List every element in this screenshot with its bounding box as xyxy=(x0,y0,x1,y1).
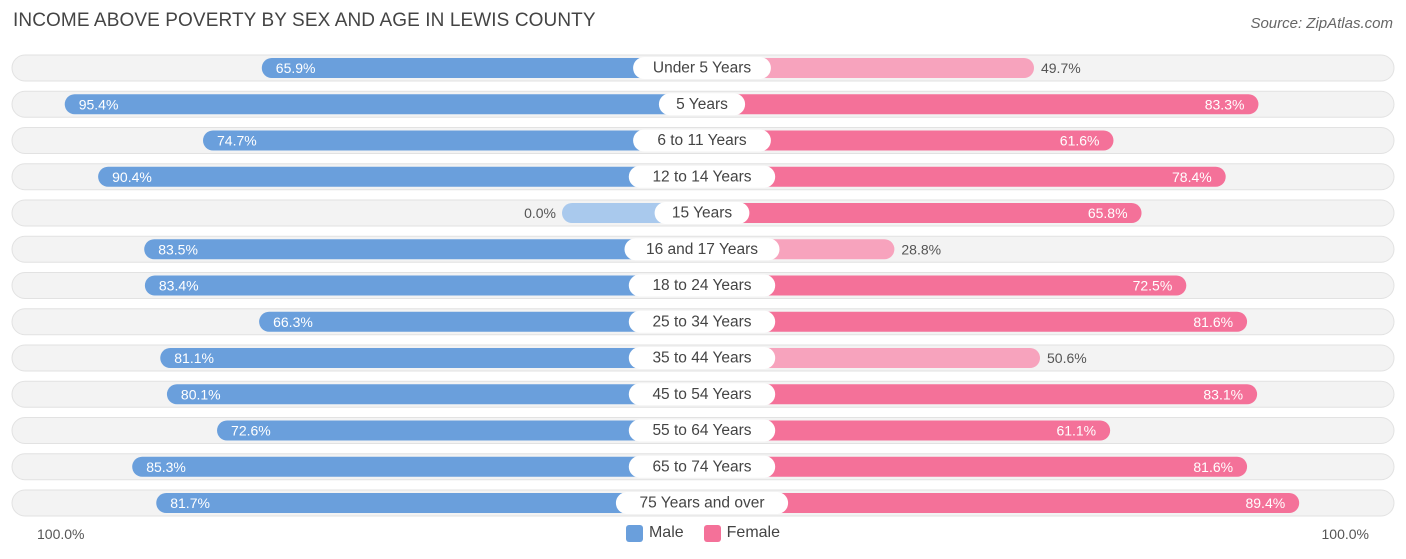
female-value-label: 28.8% xyxy=(901,241,941,257)
category-label: 16 and 17 Years xyxy=(646,241,758,258)
female-value-label: 49.7% xyxy=(1041,60,1081,76)
female-bar xyxy=(702,94,1259,115)
diverging-bar-chart: 65.9% 49.7% Under 5 Years 95.4% 83.3% 5 Years… xyxy=(11,54,1395,517)
male-bar xyxy=(160,348,702,368)
female-bar xyxy=(702,311,1248,332)
male-bar xyxy=(259,311,702,332)
male-bar xyxy=(156,493,702,513)
female-value-label: 89.4% xyxy=(1245,495,1285,511)
female-value-label: 72.5% xyxy=(1133,278,1173,294)
female-value-label: 50.6% xyxy=(1047,350,1087,366)
female-bar xyxy=(702,384,1258,405)
female-value-label: 61.1% xyxy=(1056,423,1096,439)
category-pill xyxy=(628,310,776,333)
female-value-label: 81.6% xyxy=(1193,459,1233,475)
female-value-label: 83.1% xyxy=(1203,386,1243,402)
female-bar xyxy=(702,456,1248,477)
male-bar xyxy=(144,275,702,296)
male-value-label: 74.7% xyxy=(217,133,257,149)
female-bar xyxy=(702,493,1300,513)
category-label: 75 Years and over xyxy=(640,495,765,512)
male-value-label: 65.9% xyxy=(276,60,316,76)
category-label: 18 to 24 Years xyxy=(652,277,751,294)
category-pill xyxy=(628,165,776,188)
category-label: 6 to 11 Years xyxy=(657,132,747,149)
category-pill xyxy=(633,129,771,152)
category-pill xyxy=(628,419,776,442)
category-pill xyxy=(615,492,789,514)
category-pill xyxy=(633,57,771,79)
male-bar xyxy=(166,384,702,405)
male-value-label: 95.4% xyxy=(79,96,119,112)
female-bar xyxy=(702,166,1226,187)
category-pill xyxy=(658,93,746,116)
male-value-label: 0.0% xyxy=(524,205,556,221)
female-bar xyxy=(702,348,1041,368)
legend-label-male: Male xyxy=(648,524,684,541)
category-label: 35 to 44 Years xyxy=(652,350,751,367)
male-value-label: 85.3% xyxy=(146,459,186,475)
legend-item-male[interactable]: Male xyxy=(625,524,684,542)
male-value-label: 72.6% xyxy=(231,423,271,439)
legend-swatch-female xyxy=(703,524,721,542)
category-label: Under 5 Years xyxy=(653,60,751,77)
category-label: 65 to 74 Years xyxy=(652,458,751,475)
category-pill xyxy=(628,383,776,406)
male-value-label: 83.5% xyxy=(158,241,198,257)
female-bar xyxy=(702,420,1111,441)
legend: Male Female xyxy=(0,524,1406,542)
male-value-label: 81.7% xyxy=(170,495,210,511)
category-label: 5 Years xyxy=(676,96,728,113)
category-label: 15 Years xyxy=(672,205,733,222)
female-value-label: 65.8% xyxy=(1088,205,1128,221)
category-label: 45 to 54 Years xyxy=(652,386,751,403)
category-pill xyxy=(628,347,776,369)
category-label: 12 to 14 Years xyxy=(652,168,751,185)
male-value-label: 83.4% xyxy=(159,278,199,294)
male-value-label: 81.1% xyxy=(174,350,214,366)
category-pill xyxy=(624,238,780,261)
female-bar xyxy=(702,130,1114,151)
male-value-label: 90.4% xyxy=(112,169,152,185)
legend-label-female: Female xyxy=(726,524,781,541)
category-pill xyxy=(654,202,750,224)
female-bar xyxy=(702,203,1142,223)
female-value-label: 61.6% xyxy=(1060,133,1100,149)
male-bar xyxy=(98,166,703,187)
female-value-label: 78.4% xyxy=(1172,169,1212,185)
male-bar xyxy=(64,94,702,115)
source-credit: Source: ZipAtlas.com xyxy=(1250,15,1393,32)
female-value-label: 81.6% xyxy=(1193,314,1233,330)
category-label: 25 to 34 Years xyxy=(652,313,751,330)
male-bar xyxy=(144,239,703,260)
axis-left-label: 100.0% xyxy=(37,526,85,542)
female-bar xyxy=(702,58,1034,78)
male-bar xyxy=(203,130,702,151)
legend-swatch-male xyxy=(625,524,643,542)
male-bar xyxy=(261,58,702,78)
male-bar xyxy=(132,456,703,477)
male-value-label: 66.3% xyxy=(273,314,313,330)
female-value-label: 83.3% xyxy=(1205,96,1245,112)
male-bar xyxy=(217,420,703,441)
category-pill xyxy=(628,274,776,297)
male-value-label: 80.1% xyxy=(181,386,221,402)
legend-item-female[interactable]: Female xyxy=(703,524,781,542)
female-bar xyxy=(702,275,1187,296)
category-pill xyxy=(628,455,776,478)
axis-right-label: 100.0% xyxy=(1321,526,1369,542)
chart-title: INCOME ABOVE POVERTY BY SEX AND AGE IN L… xyxy=(13,10,596,31)
category-label: 55 to 64 Years xyxy=(652,422,751,439)
